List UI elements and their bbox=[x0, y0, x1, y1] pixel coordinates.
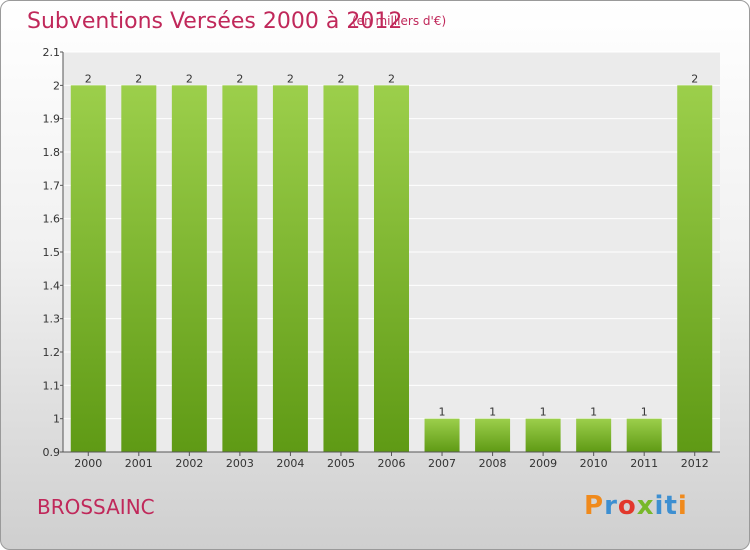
logo-letter: o bbox=[617, 491, 637, 521]
x-tick-label: 2010 bbox=[580, 457, 608, 470]
y-tick-label: 1.6 bbox=[43, 213, 61, 226]
bar bbox=[171, 85, 207, 452]
logo-letter: x bbox=[636, 491, 655, 521]
y-tick-label: 1.2 bbox=[43, 346, 61, 359]
x-tick-label: 2005 bbox=[327, 457, 355, 470]
chart-title: Subventions Versées 2000 à 2012 bbox=[27, 9, 403, 34]
bar bbox=[677, 85, 713, 452]
logo-letter: i bbox=[677, 491, 688, 521]
x-tick-label: 2003 bbox=[226, 457, 254, 470]
y-tick-label: 1.4 bbox=[43, 279, 61, 292]
axes: 0.9 1 1.1 1.2 1.3 1.4 1.5 1.6 1.7 1.8 1.9 2 2.1 2000 2… bbox=[43, 46, 720, 470]
x-tick-label: 2000 bbox=[74, 457, 102, 470]
y-tick-label: 1.3 bbox=[43, 313, 61, 326]
y-tick-label: 1.1 bbox=[43, 379, 61, 392]
bar bbox=[374, 85, 409, 452]
bar-value-label: 2 bbox=[236, 72, 243, 85]
x-tick-label: 2008 bbox=[479, 457, 507, 470]
bar bbox=[576, 418, 612, 452]
x-tick-label: 2004 bbox=[276, 457, 304, 470]
bar bbox=[70, 85, 106, 452]
logo-letter: P bbox=[584, 491, 605, 521]
town-name: BROSSAINC bbox=[37, 495, 155, 519]
bar-value-label: 1 bbox=[641, 406, 648, 419]
bar bbox=[121, 85, 157, 452]
bar-value-label: 2 bbox=[135, 72, 142, 85]
bar-value-label: 2 bbox=[287, 72, 294, 85]
bar-value-label: 2 bbox=[691, 72, 698, 85]
bar-value-label: 2 bbox=[186, 72, 193, 85]
y-tick-label: 1 bbox=[53, 413, 60, 426]
y-tick-label: 2 bbox=[53, 79, 60, 92]
bar bbox=[272, 85, 308, 452]
y-tick-label: 1.8 bbox=[43, 146, 61, 159]
bar bbox=[424, 418, 460, 452]
bar-value-label: 2 bbox=[85, 72, 92, 85]
bar-value-label: 1 bbox=[439, 406, 446, 419]
y-tick-label: 1.5 bbox=[43, 246, 61, 259]
bar-value-label: 1 bbox=[590, 406, 597, 419]
y-tick-label: 2.1 bbox=[43, 46, 61, 59]
x-tick-label: 2001 bbox=[125, 457, 153, 470]
logo-letter: t bbox=[664, 491, 678, 521]
proxiti-logo: Proxiti bbox=[584, 491, 688, 521]
x-tick-label: 2007 bbox=[428, 457, 456, 470]
y-tick-label: 1.7 bbox=[43, 179, 61, 192]
bar bbox=[475, 418, 511, 452]
bar-value-label: 2 bbox=[337, 72, 344, 85]
bar-value-label: 1 bbox=[489, 406, 496, 419]
bar-value-label: 2 bbox=[388, 72, 395, 85]
x-tick-label: 2012 bbox=[681, 457, 709, 470]
bar bbox=[525, 418, 561, 452]
logo-letter: r bbox=[604, 491, 618, 521]
y-tick-label: 1.9 bbox=[43, 113, 61, 126]
x-tick-label: 2009 bbox=[529, 457, 557, 470]
bar-value-label: 1 bbox=[540, 406, 547, 419]
x-tick-label: 2006 bbox=[378, 457, 406, 470]
x-tick-label: 2011 bbox=[630, 457, 658, 470]
logo-letter: i bbox=[654, 491, 665, 521]
y-tick-label: 0.9 bbox=[43, 446, 61, 459]
bar bbox=[323, 85, 359, 452]
bar bbox=[222, 85, 258, 452]
bar bbox=[626, 418, 662, 452]
chart-subtitle: (en milliers d'€) bbox=[352, 14, 447, 28]
x-tick-label: 2002 bbox=[175, 457, 203, 470]
bars: 2 2 2 2 2 2 2 1 1 1 1 1 2 bbox=[70, 72, 713, 452]
